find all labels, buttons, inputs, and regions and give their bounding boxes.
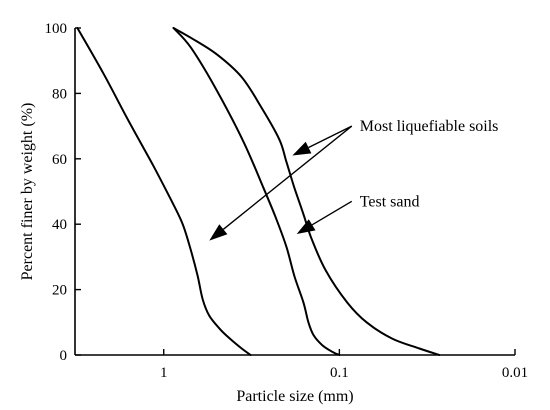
x-tick-label: 0.1: [330, 365, 349, 381]
y-tick-label: 100: [45, 21, 68, 37]
arrow-head-icon: [209, 224, 228, 241]
arrow-head-icon: [296, 219, 316, 234]
x-tick-label: 1: [160, 365, 168, 381]
annotations: Most liquefiable soils Test sand: [209, 118, 498, 241]
annotation-arrow: [222, 125, 353, 230]
annotation-arrow: [308, 125, 353, 149]
curves: [76, 27, 441, 356]
test-sand-curve: [172, 27, 341, 356]
arrow-head-icon: [292, 141, 312, 156]
x-tick-label: 0.01: [502, 365, 528, 381]
y-tick-label: 0: [60, 348, 68, 364]
y-tick-label: 40: [52, 217, 67, 233]
x-axis-title: Particle size (mm): [236, 388, 353, 405]
annotation-label: Most liquefiable soils: [360, 118, 499, 135]
y-tick-label: 80: [52, 86, 67, 102]
y-tick-label: 20: [52, 283, 67, 299]
liquefiable-envelope-fine-curve: [172, 27, 441, 356]
annotation-label: Test sand: [360, 193, 420, 210]
y-axis-title: Percent finer by weight (%): [19, 103, 36, 281]
axis-ticks: 0 20 40 60 80 100 1 0.1 0.01: [45, 21, 529, 381]
y-tick-label: 60: [52, 152, 67, 168]
annotation-arrow: [311, 200, 353, 226]
liquefiable-envelope-coarse-curve: [76, 27, 252, 356]
